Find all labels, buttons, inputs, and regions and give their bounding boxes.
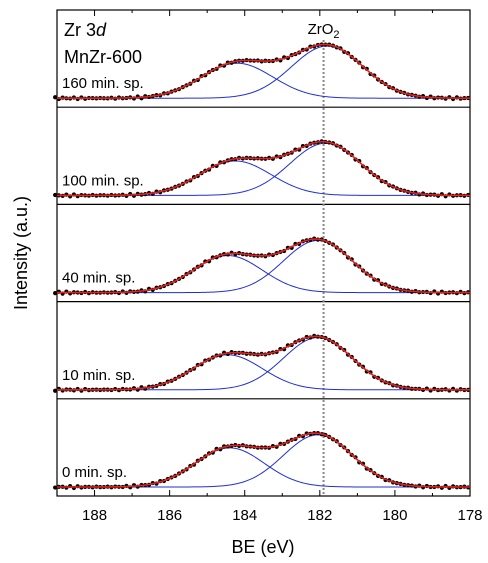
- fit-envelope: [57, 238, 470, 294]
- x-ticks: 188 186 184 182 180 178: [82, 10, 483, 524]
- panel-3: [53, 333, 471, 393]
- panel-label: 100 min. sp.: [62, 172, 144, 189]
- data-point: [53, 291, 58, 296]
- chart-title-line1: Zr 3d: [64, 20, 107, 40]
- data-point: [53, 192, 58, 198]
- x-tick-label: 178: [457, 507, 482, 524]
- panel-dividers: [57, 106, 470, 400]
- panel-label: 0 min. sp.: [62, 464, 127, 481]
- plot-frame: [56, 9, 471, 497]
- x-tick-label: 184: [232, 507, 257, 524]
- x-tick-label: 182: [307, 507, 332, 524]
- panel-label: 160 min. sp.: [62, 75, 144, 92]
- x-tick-label: 180: [382, 507, 407, 524]
- panel-0: [53, 42, 471, 102]
- chart-title-line2: MnZr-600: [64, 47, 142, 67]
- data-point: [53, 95, 58, 100]
- panel-labels: 160 min. sp. 100 min. sp. 40 min. sp. 10 mi…: [62, 75, 144, 481]
- panel-4: [53, 430, 471, 491]
- axes-box: [56, 9, 471, 497]
- reference-line-label: ZrO2: [308, 21, 340, 41]
- panel-label: 40 min. sp.: [62, 270, 135, 287]
- fit-envelope: [57, 432, 470, 488]
- x-tick-label: 186: [157, 507, 182, 524]
- data-point: [53, 485, 58, 490]
- panel-2: [53, 236, 471, 296]
- y-axis-label: Intensity (a.u.): [11, 196, 31, 310]
- x-tick-label: 188: [82, 507, 107, 524]
- data-point: [53, 388, 58, 393]
- fit-envelope: [57, 335, 470, 391]
- panel-label: 10 min. sp.: [62, 367, 135, 384]
- panel-1: [53, 139, 471, 199]
- x-axis-label: BE (eV): [231, 537, 294, 557]
- fit-envelope: [57, 140, 471, 197]
- fit-envelope: [57, 43, 470, 99]
- curves: [53, 42, 471, 491]
- reference-line-group: ZrO2: [308, 21, 340, 496]
